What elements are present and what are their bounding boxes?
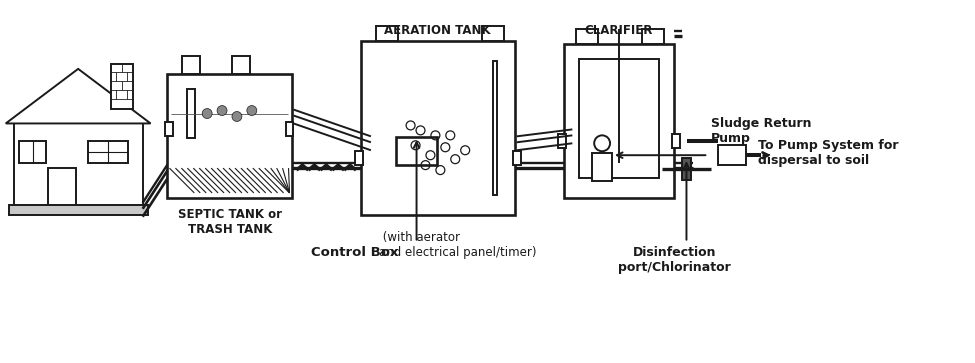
Bar xyxy=(396,137,438,165)
Text: To Pump System for
dispersal to soil: To Pump System for dispersal to soil xyxy=(758,139,898,167)
Bar xyxy=(19,141,47,163)
Bar xyxy=(493,61,497,195)
Text: SEPTIC TANK or
TRASH TANK: SEPTIC TANK or TRASH TANK xyxy=(178,208,282,236)
Bar xyxy=(682,158,691,180)
Bar xyxy=(187,89,195,138)
Text: Control Box: Control Box xyxy=(311,246,399,260)
Bar xyxy=(111,64,133,109)
Bar xyxy=(88,141,128,163)
Circle shape xyxy=(217,106,227,115)
Text: AERATION TANK: AERATION TANK xyxy=(384,24,490,37)
Bar xyxy=(579,59,659,178)
Bar xyxy=(576,29,598,44)
Bar xyxy=(49,168,76,208)
Bar xyxy=(719,145,746,165)
Bar xyxy=(182,56,200,74)
Bar xyxy=(355,151,363,165)
Bar xyxy=(592,153,612,181)
Circle shape xyxy=(247,106,256,115)
Bar xyxy=(559,134,566,148)
Circle shape xyxy=(594,135,610,151)
Circle shape xyxy=(232,111,242,122)
Bar xyxy=(672,134,680,148)
Bar xyxy=(482,26,504,41)
Polygon shape xyxy=(6,69,150,123)
Bar xyxy=(642,29,664,44)
Circle shape xyxy=(202,109,213,118)
Text: Disinfection
port/Chlorinator: Disinfection port/Chlorinator xyxy=(618,246,731,274)
Bar xyxy=(565,44,674,198)
Bar xyxy=(361,41,515,215)
Bar xyxy=(375,26,398,41)
Text: Sludge Return
Pump: Sludge Return Pump xyxy=(712,117,812,144)
Bar xyxy=(166,122,174,136)
Text: (with aerator
and electrical panel/timer): (with aerator and electrical panel/timer… xyxy=(379,231,536,260)
Text: CLARIFIER: CLARIFIER xyxy=(585,24,653,37)
Bar xyxy=(232,56,250,74)
Bar xyxy=(168,74,292,198)
Bar xyxy=(14,123,142,208)
Bar xyxy=(513,151,521,165)
Bar xyxy=(286,122,293,136)
Bar xyxy=(9,205,147,215)
